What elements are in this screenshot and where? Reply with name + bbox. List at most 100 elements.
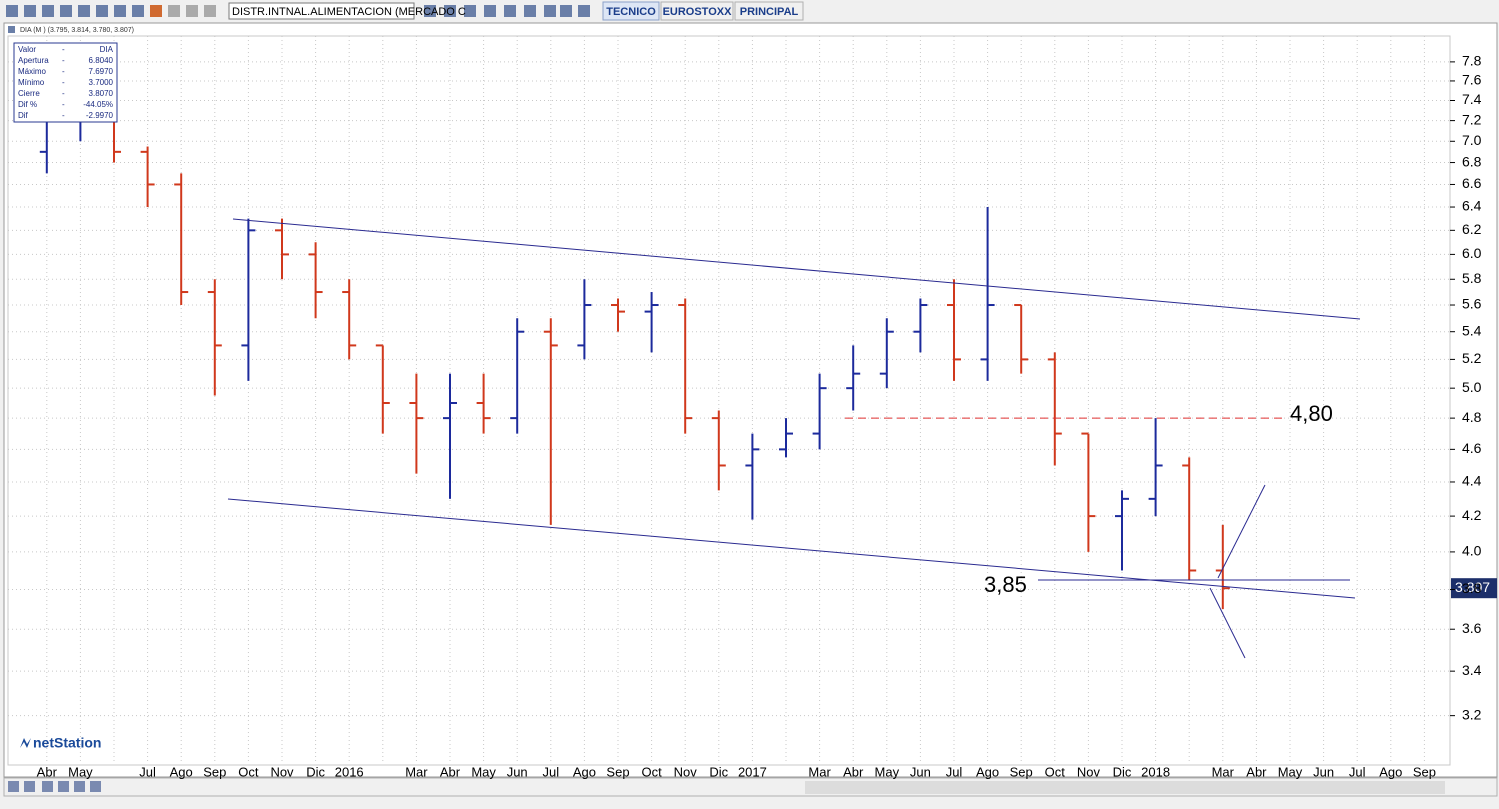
symbol-box[interactable]: [228, 2, 415, 20]
x-tick-label: Sep: [606, 764, 629, 779]
x-tick-label: May: [471, 764, 496, 779]
icon[interactable]: [544, 5, 556, 17]
icon[interactable]: [186, 5, 198, 17]
y-tick-label: 7.8: [1462, 53, 1482, 69]
info-box: [13, 42, 118, 123]
info-value: 7.6970: [89, 67, 114, 76]
icon[interactable]: [6, 5, 18, 17]
icon[interactable]: [74, 781, 85, 792]
symbol-name: DISTR.INTNAL.ALIMENTACION (MERCADO C: [232, 6, 466, 18]
tab-label: TECNICO: [606, 6, 656, 18]
icon[interactable]: [504, 5, 516, 17]
y-tick-label: 4.8: [1462, 409, 1482, 425]
scroll-icons: [8, 781, 101, 792]
x-tick-label: Sep: [203, 764, 226, 779]
info-key: Cierre: [18, 89, 40, 98]
icon[interactable]: [578, 5, 590, 17]
icon[interactable]: [78, 5, 90, 17]
info-sep: -: [62, 78, 65, 87]
info-sep: -: [62, 56, 65, 65]
icon[interactable]: [60, 5, 72, 17]
info-sep: -: [62, 45, 65, 54]
icon[interactable]: [464, 5, 476, 17]
x-tick-label: Sep: [1413, 764, 1436, 779]
x-tick-label: Jun: [910, 764, 931, 779]
y-tick-label: 4.4: [1462, 473, 1482, 489]
x-tick-label: Abr: [1246, 764, 1267, 779]
info-value: 6.8040: [89, 56, 114, 65]
y-tick-label: 5.6: [1462, 296, 1482, 312]
icon[interactable]: [24, 781, 35, 792]
icon[interactable]: [114, 5, 126, 17]
info-value: 3.8070: [89, 89, 114, 98]
y-tick-label: 7.2: [1462, 111, 1482, 127]
series-header: DIA (M ) (3.795, 3.814, 3.780, 3.807): [20, 27, 134, 34]
info-key: Mínimo: [18, 78, 45, 87]
icon[interactable]: [42, 5, 54, 17]
x-tick-label: Jun: [1313, 764, 1334, 779]
price-bars: [39, 71, 1230, 610]
y-tick-label: 5.4: [1462, 322, 1482, 338]
info-value: -2.9970: [86, 111, 114, 120]
x-tick-label: Ago: [573, 764, 596, 779]
icon[interactable]: [42, 781, 53, 792]
info-key: Valor: [18, 45, 36, 54]
level-label: 3,85: [984, 572, 1027, 597]
x-tick-label: Nov: [674, 764, 698, 779]
icon[interactable]: [24, 5, 36, 17]
x-tick-label: Dic: [1113, 764, 1132, 779]
x-tick-label: Dic: [306, 764, 325, 779]
icon[interactable]: [150, 5, 162, 17]
icon[interactable]: [204, 5, 216, 17]
x-tick-label: May: [875, 764, 900, 779]
x-tick-label: May: [68, 764, 93, 779]
x-tick-label: Ago: [170, 764, 193, 779]
x-tick-label: 2018: [1141, 764, 1170, 779]
icon[interactable]: [96, 5, 108, 17]
x-tick-label: Jul: [139, 764, 156, 779]
x-tick-label: 2016: [335, 764, 364, 779]
trend-line: [1209, 587, 1246, 659]
y-tick-label: 5.8: [1462, 270, 1482, 286]
icon[interactable]: [424, 5, 436, 17]
y-tick-label: 6.8: [1462, 153, 1482, 169]
tab[interactable]: [602, 1, 660, 21]
icon[interactable]: [90, 781, 101, 792]
trend-lines: [227, 218, 1361, 659]
y-tick-label: 3.2: [1462, 706, 1482, 722]
logo: netStation: [33, 735, 101, 751]
icon[interactable]: [484, 5, 496, 17]
x-tick-label: Ago: [976, 764, 999, 779]
icon[interactable]: [524, 5, 536, 17]
x-tick-label: Abr: [440, 764, 461, 779]
tab[interactable]: [734, 1, 804, 21]
plot-area: [7, 35, 1451, 766]
icon[interactable]: [168, 5, 180, 17]
y-tick-label: 7.6: [1462, 72, 1482, 88]
info-rows: Valor - DIA Apertura - 6.8040 Máximo - 7.6970 Mín…: [18, 45, 114, 120]
x-tick-label: Jun: [507, 764, 528, 779]
annotations: 4,80 3,85: [845, 401, 1350, 597]
x-tick-label: Oct: [1045, 764, 1066, 779]
price-tag-label: 3.807: [1455, 579, 1490, 595]
info-key: Dif %: [18, 100, 37, 109]
x-tick-label: Abr: [37, 764, 58, 779]
icon[interactable]: [444, 5, 456, 17]
info-sep: -: [62, 100, 65, 109]
tab[interactable]: [660, 1, 734, 21]
price-tag: [1451, 578, 1497, 599]
icon[interactable]: [560, 5, 572, 17]
info-value: 3.7000: [89, 78, 114, 87]
y-tick-label: 4.6: [1462, 440, 1482, 456]
icon[interactable]: [58, 781, 69, 792]
y-tick-label: 3.4: [1462, 662, 1482, 678]
icon[interactable]: [132, 5, 144, 17]
y-tick-label: 7.4: [1462, 91, 1482, 107]
icon[interactable]: [8, 781, 19, 792]
info-key: Máximo: [18, 67, 47, 76]
y-tick-label: 5.0: [1462, 379, 1482, 395]
trend-line: [1217, 484, 1266, 579]
x-tick-label: Oct: [641, 764, 662, 779]
scroll-thumb[interactable]: [805, 781, 1445, 794]
info-key: Apertura: [18, 56, 49, 65]
